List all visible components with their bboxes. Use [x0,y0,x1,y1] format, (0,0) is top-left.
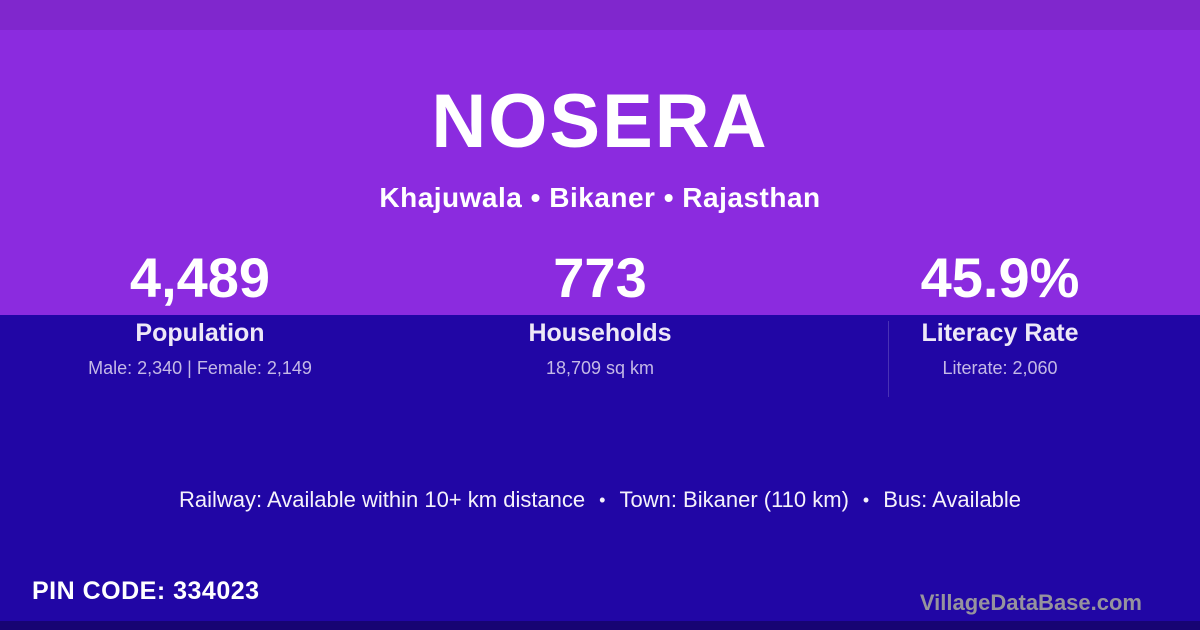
purple-background-panel [0,0,1200,315]
stat-households: 773 Households 18,709 sq km [400,250,800,379]
bottom-accent-strip [0,621,1200,630]
bus-info: Bus: Available [883,487,1022,512]
town-info: Town: Bikaner (110 km) [619,487,849,512]
site-watermark: VillageDataBase.com [919,590,1142,615]
pin-code: PIN CODE: 334023 [32,577,260,605]
location-breadcrumb: Khajuwala • Bikaner • Rajasthan [379,182,821,213]
navy-background-panel [0,315,1200,630]
stat-column-divider [888,321,889,397]
population-detail: Male: 2,340 | Female: 2,149 [88,357,312,378]
literacy-value: 45.9% [920,246,1080,309]
households-detail: 18,709 sq km [545,357,655,378]
village-name-title: NOSERA [431,79,769,164]
transport-info-line: Railway: Available within 10+ km distanc… [0,487,1200,513]
households-label: Households [528,319,672,347]
stat-literacy: 45.9% Literacy Rate Literate: 2,060 [800,250,1200,379]
bullet-separator: • [862,490,870,510]
railway-info: Railway: Available within 10+ km distanc… [178,487,586,512]
bullet-separator: • [599,490,606,510]
population-value: 4,489 [129,246,271,309]
top-accent-strip [0,0,1200,30]
literacy-label: Literacy Rate [921,319,1079,347]
population-label: Population [135,319,265,347]
literacy-detail: Literate: 2,060 [942,357,1058,378]
stat-population: 4,489 Population Male: 2,340 | Female: 2… [0,250,400,379]
stats-row: 4,489 Population Male: 2,340 | Female: 2… [0,250,1200,379]
households-value: 773 [553,246,647,309]
